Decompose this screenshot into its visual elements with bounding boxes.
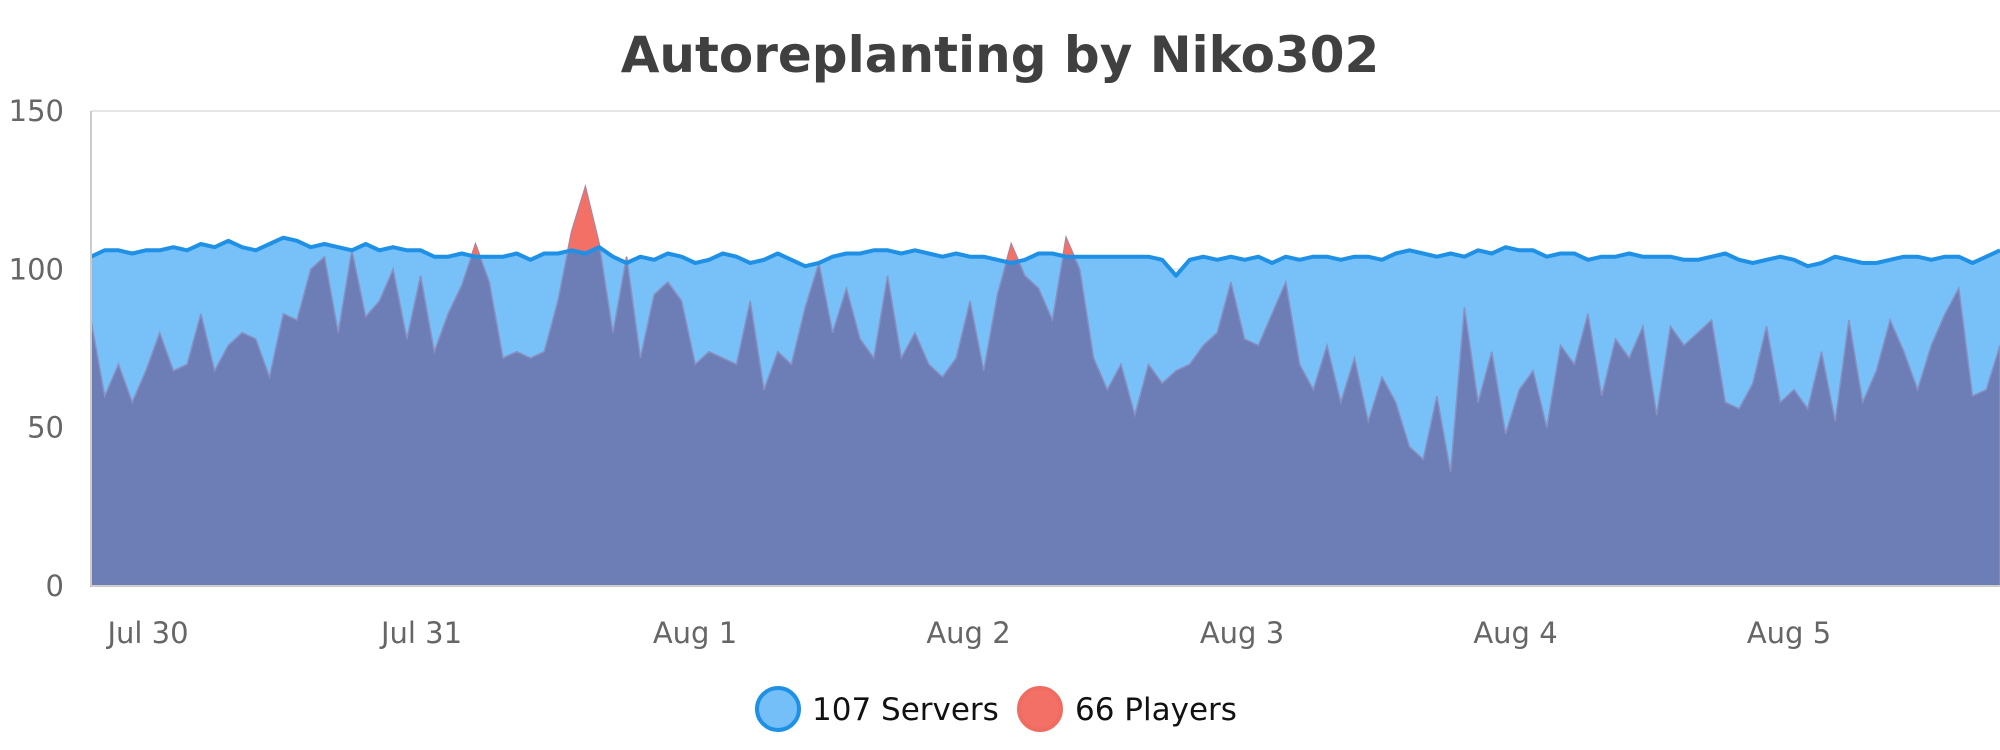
- y-tick-label: 0: [46, 569, 64, 603]
- legend-marker: [1017, 686, 1063, 732]
- plot-area: [90, 184, 2000, 587]
- legend-label: 107 Servers: [812, 692, 999, 728]
- y-tick-label: 150: [9, 94, 64, 128]
- legend-marker: [755, 686, 801, 732]
- x-tick-label: Aug 4: [1473, 616, 1557, 650]
- servers-line: [90, 235, 2000, 278]
- chart-title: Autoreplanting by Niko302: [621, 26, 1380, 84]
- x-tick-label: Aug 3: [1200, 616, 1284, 650]
- players-overlap-area: [90, 184, 2000, 587]
- x-tick-label: Aug 5: [1747, 616, 1831, 650]
- x-tick-label: Jul 30: [105, 616, 188, 650]
- legend[interactable]: 107 Servers 66 Players: [755, 686, 1237, 732]
- legend-item-players[interactable]: 66 Players: [1017, 686, 1237, 732]
- x-tick-label: Jul 31: [379, 616, 462, 650]
- x-tick-label: Aug 2: [926, 616, 1010, 650]
- y-tick-label: 50: [27, 411, 64, 445]
- x-tick-label: Aug 1: [653, 616, 737, 650]
- legend-label: 66 Players: [1075, 692, 1237, 728]
- x-axis: Jul 30 Jul 31 Aug 1 Aug 2 Aug 3 Aug 4 Aug 5: [105, 616, 1831, 650]
- y-tick-label: 100: [9, 252, 64, 286]
- y-axis: 0 50 100 150: [9, 94, 64, 603]
- axis-lines: [90, 111, 2000, 587]
- legend-item-servers[interactable]: 107 Servers: [755, 686, 999, 732]
